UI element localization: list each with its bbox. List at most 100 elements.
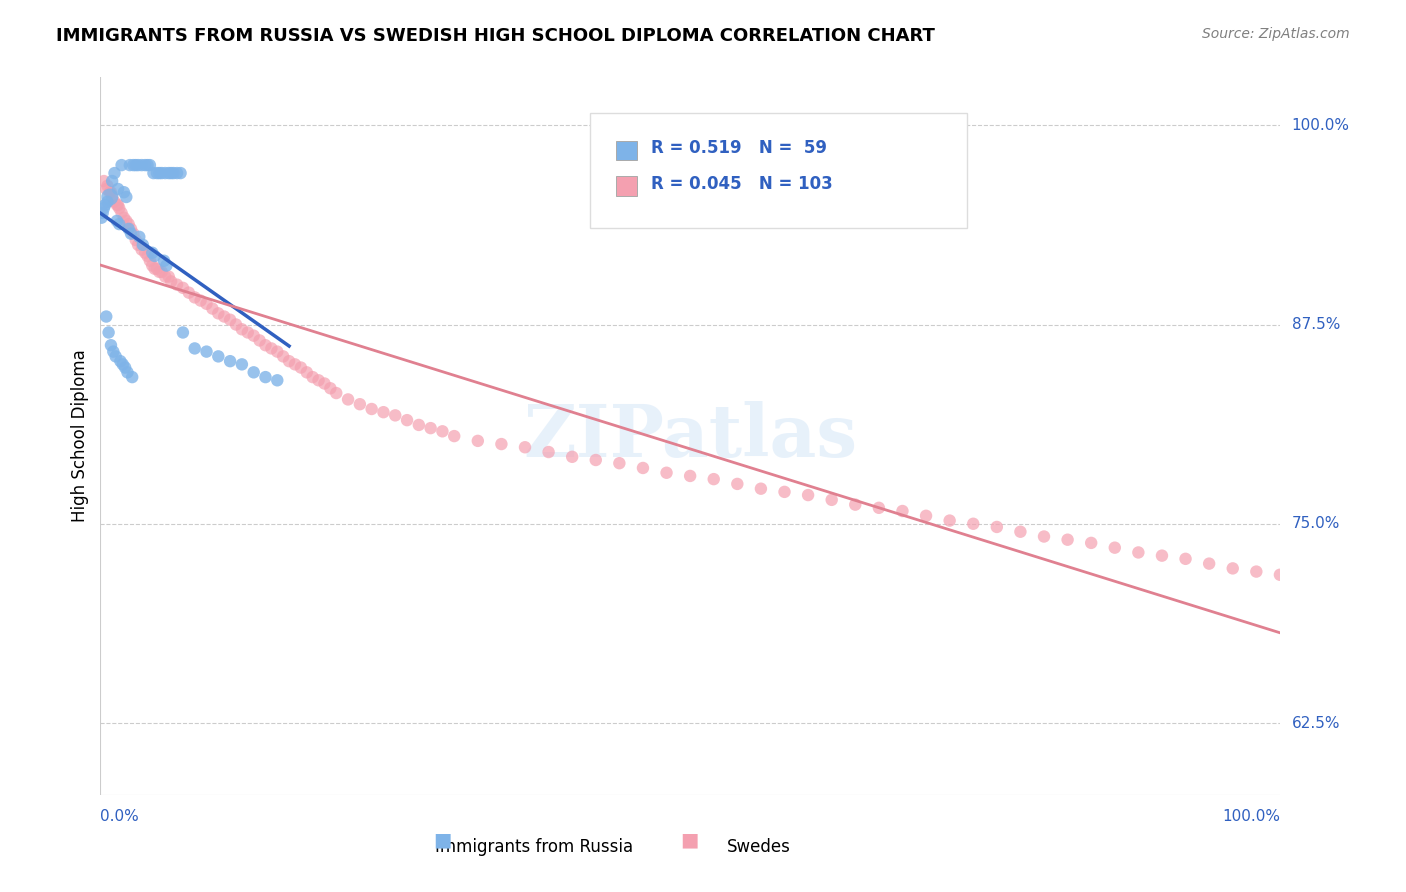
Point <box>146 166 169 180</box>
Point <box>231 322 253 336</box>
Point <box>169 166 191 180</box>
Point <box>183 342 205 356</box>
Point <box>308 373 330 387</box>
Point <box>155 259 177 273</box>
Point <box>1033 529 1056 543</box>
Point <box>242 328 264 343</box>
Point <box>118 158 141 172</box>
Point <box>408 417 430 432</box>
Point <box>773 484 796 499</box>
Point <box>432 425 454 439</box>
Point <box>1174 551 1197 566</box>
Point <box>105 214 128 228</box>
Point <box>1246 565 1268 579</box>
Point <box>725 477 748 491</box>
Point <box>120 227 142 241</box>
Point <box>172 281 194 295</box>
Point <box>166 166 188 180</box>
Point <box>128 230 150 244</box>
Point <box>1080 536 1102 550</box>
Point <box>143 261 166 276</box>
Point <box>219 312 242 326</box>
Point <box>142 166 165 180</box>
Text: ■: ■ <box>433 830 453 849</box>
Point <box>103 194 125 209</box>
Point <box>93 174 115 188</box>
Point <box>703 472 725 486</box>
Point <box>295 365 318 379</box>
Point <box>655 466 678 480</box>
Point <box>127 237 149 252</box>
Point <box>195 344 218 359</box>
Point <box>254 338 277 352</box>
Point <box>242 365 264 379</box>
Point <box>150 265 173 279</box>
Point <box>136 158 159 172</box>
Point <box>157 269 180 284</box>
Point <box>749 482 772 496</box>
Text: 100.0%: 100.0% <box>1222 809 1279 824</box>
Point <box>101 174 124 188</box>
Point <box>1010 524 1032 539</box>
Point <box>212 310 235 324</box>
Point <box>93 201 115 215</box>
Point <box>821 492 844 507</box>
Text: 87.5%: 87.5% <box>1292 317 1340 332</box>
Point <box>301 370 323 384</box>
Text: R = 0.045   N = 103: R = 0.045 N = 103 <box>651 175 832 193</box>
Point <box>938 514 960 528</box>
Point <box>96 310 118 324</box>
Point <box>986 520 1008 534</box>
Point <box>225 318 247 332</box>
Point <box>349 397 371 411</box>
Point <box>962 516 984 531</box>
Point <box>108 217 131 231</box>
Point <box>172 326 194 340</box>
Point <box>110 206 132 220</box>
Point <box>100 185 122 199</box>
Point <box>290 360 312 375</box>
Point <box>166 277 188 292</box>
Point <box>844 498 866 512</box>
Text: 75.0%: 75.0% <box>1292 516 1340 532</box>
Point <box>141 245 163 260</box>
Point <box>231 357 253 371</box>
Point <box>260 342 283 356</box>
Point <box>98 185 121 199</box>
Point <box>266 344 288 359</box>
Point <box>122 227 145 241</box>
Point <box>360 402 382 417</box>
Text: R = 0.519   N =  59: R = 0.519 N = 59 <box>651 139 827 157</box>
Point <box>278 354 301 368</box>
Point <box>419 421 441 435</box>
Text: 0.0%: 0.0% <box>100 809 139 824</box>
Point <box>190 293 212 308</box>
Point <box>139 158 162 172</box>
Point <box>134 158 156 172</box>
Point <box>97 326 120 340</box>
Point <box>537 445 560 459</box>
Point <box>183 290 205 304</box>
Point <box>160 166 183 180</box>
Point <box>207 306 229 320</box>
Point <box>443 429 465 443</box>
Text: ■: ■ <box>679 830 699 849</box>
Text: Source: ZipAtlas.com: Source: ZipAtlas.com <box>1202 27 1350 41</box>
Point <box>136 249 159 263</box>
Point <box>1198 557 1220 571</box>
Point <box>236 326 259 340</box>
Text: 62.5%: 62.5% <box>1292 715 1340 731</box>
Point <box>679 469 702 483</box>
Point <box>114 360 136 375</box>
Point <box>609 456 631 470</box>
Point <box>141 259 163 273</box>
Point <box>491 437 513 451</box>
Point <box>201 301 224 316</box>
Point <box>155 166 177 180</box>
Y-axis label: High School Diploma: High School Diploma <box>72 350 89 523</box>
Point <box>1222 561 1244 575</box>
Point <box>1150 549 1173 563</box>
Point <box>98 190 121 204</box>
Point <box>561 450 583 464</box>
Point <box>271 350 294 364</box>
